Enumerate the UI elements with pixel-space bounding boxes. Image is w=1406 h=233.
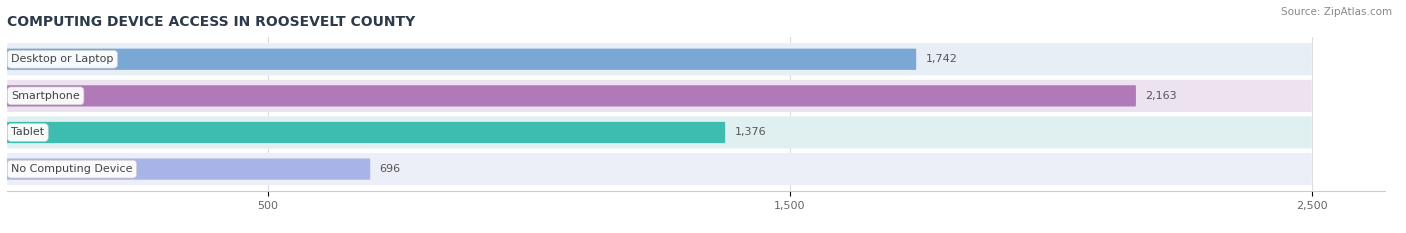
Text: 1,742: 1,742 <box>925 54 957 64</box>
FancyBboxPatch shape <box>7 85 1136 106</box>
Text: Desktop or Laptop: Desktop or Laptop <box>11 54 114 64</box>
FancyBboxPatch shape <box>7 43 1312 75</box>
Text: Smartphone: Smartphone <box>11 91 80 101</box>
FancyBboxPatch shape <box>7 158 370 180</box>
FancyBboxPatch shape <box>7 153 1312 185</box>
Text: Source: ZipAtlas.com: Source: ZipAtlas.com <box>1281 7 1392 17</box>
Text: 1,376: 1,376 <box>734 127 766 137</box>
Text: Tablet: Tablet <box>11 127 45 137</box>
Text: COMPUTING DEVICE ACCESS IN ROOSEVELT COUNTY: COMPUTING DEVICE ACCESS IN ROOSEVELT COU… <box>7 15 415 29</box>
Text: 2,163: 2,163 <box>1146 91 1177 101</box>
Text: 696: 696 <box>380 164 401 174</box>
FancyBboxPatch shape <box>7 122 725 143</box>
Text: No Computing Device: No Computing Device <box>11 164 132 174</box>
FancyBboxPatch shape <box>7 80 1312 112</box>
FancyBboxPatch shape <box>7 49 917 70</box>
FancyBboxPatch shape <box>7 116 1312 149</box>
